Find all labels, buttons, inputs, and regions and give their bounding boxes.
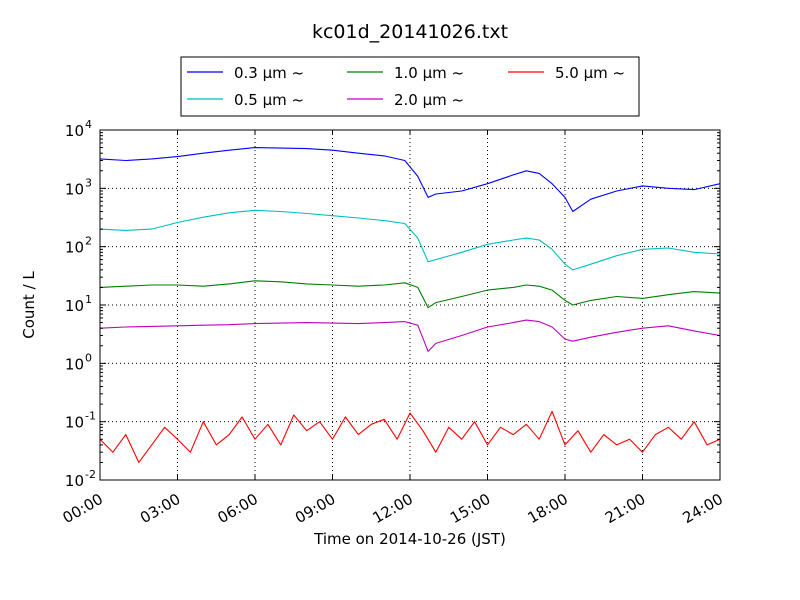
x-tick-label: 12:00 (370, 490, 416, 527)
series-line-3 (99, 319, 721, 352)
grid-lines (99, 129, 721, 481)
series-line-1 (99, 209, 721, 271)
x-tick-label: 24:00 (680, 490, 726, 527)
y-tick-label: 10 (65, 239, 84, 257)
y-tick-label: 10 (65, 414, 84, 432)
y-tick-label: 10 (65, 297, 84, 315)
x-tick-label: 09:00 (292, 490, 338, 527)
series-line-2 (99, 280, 721, 309)
y-tick-label: 10 (65, 472, 84, 490)
y-tick-label: 10 (65, 180, 84, 198)
y-tick-exponent: -1 (85, 410, 96, 423)
legend: 0.3 μm ~ 0.5 μm ~ 1.0 μm ~ 2.0 μm ~ 5.0 μm ~ (180, 56, 640, 117)
x-tick-label: 03:00 (137, 490, 183, 527)
legend-label: 2.0 μm ~ (394, 91, 464, 109)
series-line-0 (99, 147, 721, 213)
x-axis-label: Time on 2014-10-26 (JST) (313, 530, 506, 548)
y-axis-label: Count / L (20, 271, 38, 339)
y-tick-label: 10 (65, 355, 84, 373)
y-tick-exponent: 3 (85, 176, 92, 189)
legend-box (180, 56, 640, 117)
x-tick-label: 06:00 (215, 490, 261, 527)
x-tick-labels: 00:00 03:00 06:00 09:00 12:00 15:00 18:00 21:00… (60, 490, 726, 527)
series-line-4 (99, 410, 721, 463)
legend-label: 1.0 μm ~ (394, 64, 464, 82)
y-tick-exponent: 0 (85, 351, 92, 364)
tick-marks (99, 129, 721, 481)
x-tick-label: 00:00 (60, 490, 106, 527)
y-tick-label: 10 (65, 122, 84, 140)
y-tick-exponent: 2 (85, 235, 92, 248)
y-tick-exponent: 1 (85, 293, 92, 306)
x-tick-label: 18:00 (525, 490, 571, 527)
legend-label: 0.3 μm ~ (234, 64, 304, 82)
legend-label: 5.0 μm ~ (555, 64, 625, 82)
x-tick-label: 15:00 (447, 490, 493, 527)
legend-label: 0.5 μm ~ (234, 91, 304, 109)
series-layer (99, 147, 721, 463)
y-tick-exponent: 4 (85, 118, 92, 131)
x-tick-label: 21:00 (602, 490, 648, 527)
y-tick-exponent: -2 (85, 468, 96, 481)
chart-title: kc01d_20141026.txt (312, 21, 508, 43)
